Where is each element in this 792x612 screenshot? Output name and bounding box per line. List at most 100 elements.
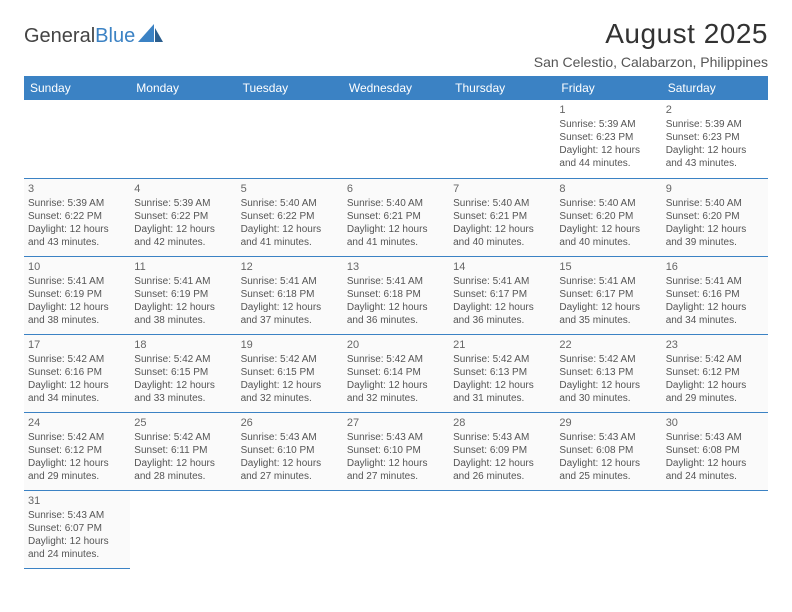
logo-text-blue: Blue	[95, 25, 135, 48]
sunset-line: Sunset: 6:19 PM	[28, 288, 126, 301]
daylight-line-2: and 40 minutes.	[559, 236, 657, 249]
empty-cell	[237, 100, 343, 178]
daylight-line-2: and 27 minutes.	[241, 470, 339, 483]
day-number: 16	[666, 260, 764, 274]
daylight-line-2: and 38 minutes.	[28, 314, 126, 327]
empty-cell	[343, 100, 449, 178]
sunrise-line: Sunrise: 5:41 AM	[559, 275, 657, 288]
sunset-line: Sunset: 6:18 PM	[241, 288, 339, 301]
daylight-line-1: Daylight: 12 hours	[666, 457, 764, 470]
calendar-body: 1Sunrise: 5:39 AMSunset: 6:23 PMDaylight…	[24, 100, 768, 568]
sunrise-line: Sunrise: 5:40 AM	[453, 197, 551, 210]
daylight-line-1: Daylight: 12 hours	[666, 144, 764, 157]
sunset-line: Sunset: 6:08 PM	[666, 444, 764, 457]
day-number: 3	[28, 182, 126, 196]
day-cell: 26Sunrise: 5:43 AMSunset: 6:10 PMDayligh…	[237, 412, 343, 490]
logo-text-general: General	[24, 25, 95, 48]
weekday-header: Saturday	[662, 76, 768, 100]
sunrise-line: Sunrise: 5:39 AM	[134, 197, 232, 210]
daylight-line-1: Daylight: 12 hours	[28, 301, 126, 314]
sunset-line: Sunset: 6:14 PM	[347, 366, 445, 379]
daylight-line-2: and 43 minutes.	[28, 236, 126, 249]
daylight-line-2: and 34 minutes.	[666, 314, 764, 327]
daylight-line-1: Daylight: 12 hours	[28, 223, 126, 236]
empty-cell	[24, 100, 130, 178]
day-cell: 22Sunrise: 5:42 AMSunset: 6:13 PMDayligh…	[555, 334, 661, 412]
sunset-line: Sunset: 6:15 PM	[134, 366, 232, 379]
sunset-line: Sunset: 6:12 PM	[28, 444, 126, 457]
sunset-line: Sunset: 6:10 PM	[347, 444, 445, 457]
day-number: 30	[666, 416, 764, 430]
location-text: San Celestio, Calabarzon, Philippines	[534, 54, 768, 70]
empty-cell	[130, 490, 236, 568]
daylight-line-1: Daylight: 12 hours	[134, 223, 232, 236]
day-number: 17	[28, 338, 126, 352]
day-cell: 15Sunrise: 5:41 AMSunset: 6:17 PMDayligh…	[555, 256, 661, 334]
day-number: 14	[453, 260, 551, 274]
sunset-line: Sunset: 6:22 PM	[241, 210, 339, 223]
day-cell: 23Sunrise: 5:42 AMSunset: 6:12 PMDayligh…	[662, 334, 768, 412]
weekday-header: Thursday	[449, 76, 555, 100]
daylight-line-1: Daylight: 12 hours	[666, 379, 764, 392]
daylight-line-1: Daylight: 12 hours	[453, 223, 551, 236]
sunrise-line: Sunrise: 5:42 AM	[347, 353, 445, 366]
daylight-line-2: and 31 minutes.	[453, 392, 551, 405]
daylight-line-1: Daylight: 12 hours	[559, 457, 657, 470]
calendar-table: SundayMondayTuesdayWednesdayThursdayFrid…	[24, 76, 768, 569]
day-number: 5	[241, 182, 339, 196]
day-cell: 6Sunrise: 5:40 AMSunset: 6:21 PMDaylight…	[343, 178, 449, 256]
sunset-line: Sunset: 6:22 PM	[134, 210, 232, 223]
sunrise-line: Sunrise: 5:43 AM	[453, 431, 551, 444]
day-number: 8	[559, 182, 657, 196]
day-number: 23	[666, 338, 764, 352]
daylight-line-2: and 24 minutes.	[666, 470, 764, 483]
sunset-line: Sunset: 6:08 PM	[559, 444, 657, 457]
daylight-line-1: Daylight: 12 hours	[28, 379, 126, 392]
daylight-line-2: and 25 minutes.	[559, 470, 657, 483]
day-number: 10	[28, 260, 126, 274]
calendar-row: 1Sunrise: 5:39 AMSunset: 6:23 PMDaylight…	[24, 100, 768, 178]
sunrise-line: Sunrise: 5:42 AM	[241, 353, 339, 366]
daylight-line-2: and 40 minutes.	[453, 236, 551, 249]
sunset-line: Sunset: 6:20 PM	[559, 210, 657, 223]
sunrise-line: Sunrise: 5:43 AM	[666, 431, 764, 444]
calendar-row: 31Sunrise: 5:43 AMSunset: 6:07 PMDayligh…	[24, 490, 768, 568]
calendar-row: 17Sunrise: 5:42 AMSunset: 6:16 PMDayligh…	[24, 334, 768, 412]
day-number: 15	[559, 260, 657, 274]
daylight-line-1: Daylight: 12 hours	[453, 379, 551, 392]
sunset-line: Sunset: 6:21 PM	[347, 210, 445, 223]
empty-cell	[449, 490, 555, 568]
day-cell: 18Sunrise: 5:42 AMSunset: 6:15 PMDayligh…	[130, 334, 236, 412]
sunrise-line: Sunrise: 5:41 AM	[347, 275, 445, 288]
daylight-line-1: Daylight: 12 hours	[666, 301, 764, 314]
day-cell: 5Sunrise: 5:40 AMSunset: 6:22 PMDaylight…	[237, 178, 343, 256]
day-number: 25	[134, 416, 232, 430]
empty-cell	[343, 490, 449, 568]
daylight-line-2: and 33 minutes.	[134, 392, 232, 405]
day-cell: 19Sunrise: 5:42 AMSunset: 6:15 PMDayligh…	[237, 334, 343, 412]
sunrise-line: Sunrise: 5:39 AM	[28, 197, 126, 210]
sunset-line: Sunset: 6:21 PM	[453, 210, 551, 223]
day-cell: 4Sunrise: 5:39 AMSunset: 6:22 PMDaylight…	[130, 178, 236, 256]
daylight-line-2: and 39 minutes.	[666, 236, 764, 249]
daylight-line-1: Daylight: 12 hours	[666, 223, 764, 236]
sunrise-line: Sunrise: 5:40 AM	[559, 197, 657, 210]
daylight-line-2: and 36 minutes.	[347, 314, 445, 327]
day-number: 18	[134, 338, 232, 352]
sunset-line: Sunset: 6:10 PM	[241, 444, 339, 457]
day-number: 11	[134, 260, 232, 274]
sunrise-line: Sunrise: 5:42 AM	[28, 353, 126, 366]
daylight-line-2: and 24 minutes.	[28, 548, 126, 561]
sunrise-line: Sunrise: 5:42 AM	[134, 431, 232, 444]
empty-cell	[449, 100, 555, 178]
daylight-line-1: Daylight: 12 hours	[347, 301, 445, 314]
daylight-line-2: and 43 minutes.	[666, 157, 764, 170]
sunset-line: Sunset: 6:15 PM	[241, 366, 339, 379]
daylight-line-2: and 38 minutes.	[134, 314, 232, 327]
empty-cell	[237, 490, 343, 568]
sunrise-line: Sunrise: 5:43 AM	[241, 431, 339, 444]
day-cell: 21Sunrise: 5:42 AMSunset: 6:13 PMDayligh…	[449, 334, 555, 412]
sunrise-line: Sunrise: 5:39 AM	[559, 118, 657, 131]
daylight-line-1: Daylight: 12 hours	[241, 379, 339, 392]
day-cell: 11Sunrise: 5:41 AMSunset: 6:19 PMDayligh…	[130, 256, 236, 334]
